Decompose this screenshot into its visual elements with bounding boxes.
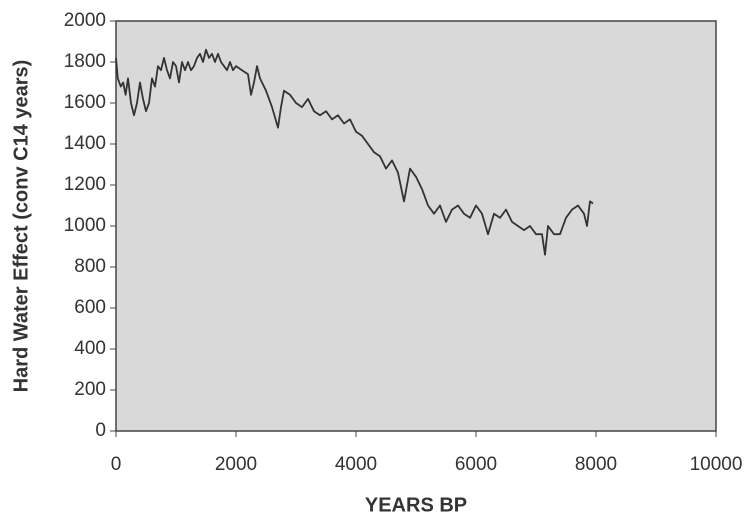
y-tick-label: 1200 [64,174,106,195]
y-axis-label: Hard Water Effect (conv C14 years) [10,60,32,393]
y-tick-label: 1800 [64,51,106,72]
x-tick-label: 0 [111,454,122,475]
data-line [115,48,594,256]
x-tick-label: 6000 [455,454,497,475]
y-tick-label: 800 [74,256,106,277]
y-tick-label: 1000 [64,215,106,236]
x-tick-label: 10000 [690,454,743,475]
x-tick-label: 4000 [335,454,377,475]
x-tick-label: 2000 [215,454,257,475]
y-tick-label: 600 [74,297,106,318]
x-axis-label: YEARS BP [365,494,467,516]
plot-area [115,20,717,432]
y-tick-label: 1600 [64,92,106,113]
x-tick-label: 8000 [575,454,617,475]
y-tick-label: 400 [74,338,106,359]
y-tick-label: 200 [74,379,106,400]
y-tick-label: 0 [95,420,106,441]
y-tick-label: 2000 [64,10,106,31]
y-tick-label: 1400 [64,133,106,154]
